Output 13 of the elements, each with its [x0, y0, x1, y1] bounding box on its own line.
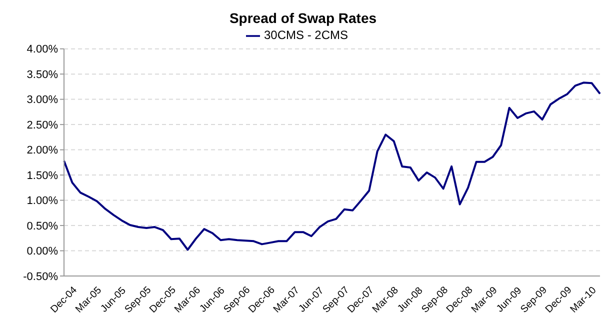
legend-label: 30CMS - 2CMS [264, 28, 348, 42]
y-tick-label: 1.50% [26, 170, 58, 182]
y-tick-label: 3.00% [26, 94, 58, 106]
y-tick-label: 2.00% [26, 144, 58, 157]
y-tick-label: 3.50% [26, 68, 58, 81]
y-tick-label: 0.00% [26, 246, 58, 258]
line-series [63, 82, 601, 251]
y-tick-label: -0.50% [23, 270, 58, 283]
y-tick-label: 4.00% [26, 44, 58, 56]
chart-title: Spread of Swap Rates [228, 10, 378, 26]
y-tick-label: 0.50% [26, 220, 58, 232]
y-tick-label: 2.50% [26, 119, 58, 132]
y-tick-label: 1.00% [26, 195, 58, 208]
